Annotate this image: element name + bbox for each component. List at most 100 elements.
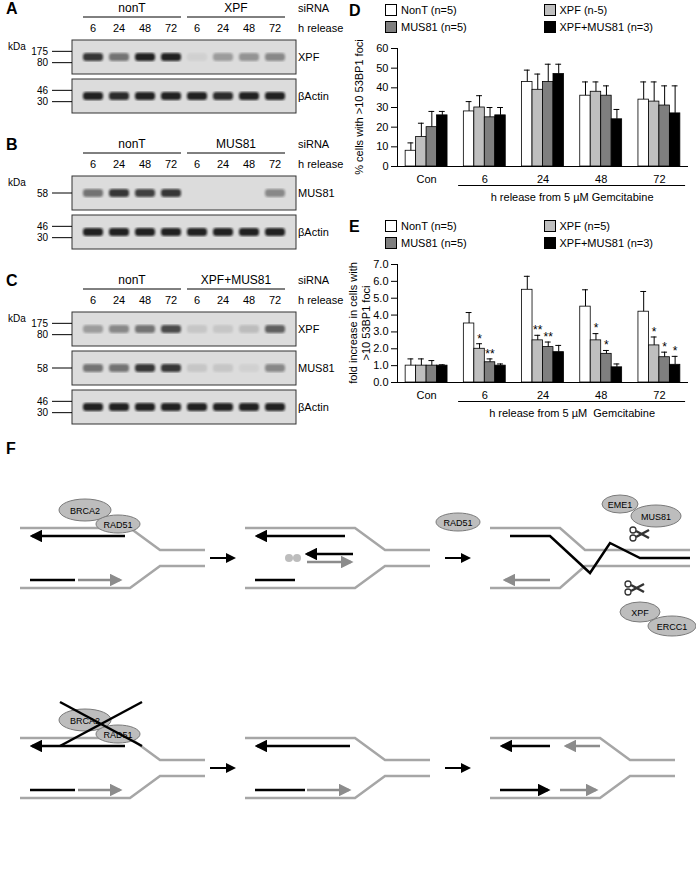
svg-text:**: ** xyxy=(533,323,543,337)
svg-text:h release from 5 µM Gemcitabi: h release from 5 µM Gemcitabine xyxy=(489,407,655,419)
svg-text:48: 48 xyxy=(243,158,255,170)
svg-text:6: 6 xyxy=(90,158,96,170)
svg-text:24: 24 xyxy=(537,173,549,185)
svg-text:h release: h release xyxy=(298,294,343,306)
svg-text:MUS81: MUS81 xyxy=(298,362,335,374)
svg-text:6: 6 xyxy=(90,22,96,34)
svg-text:24: 24 xyxy=(217,294,229,306)
svg-text:XPF+MUS81: XPF+MUS81 xyxy=(201,273,272,287)
svg-text:F: F xyxy=(6,440,16,457)
svg-text:24: 24 xyxy=(113,158,125,170)
svg-text:βActin: βActin xyxy=(298,90,329,102)
svg-text:**: ** xyxy=(485,347,495,361)
svg-text:kDa: kDa xyxy=(8,313,26,324)
svg-text:60: 60 xyxy=(376,42,388,54)
svg-text:72: 72 xyxy=(269,158,281,170)
svg-text:A: A xyxy=(6,0,18,17)
svg-text:24: 24 xyxy=(217,22,229,34)
svg-text:XPF: XPF xyxy=(298,51,320,63)
svg-text:kDa: kDa xyxy=(8,177,26,188)
svg-text:72: 72 xyxy=(269,22,281,34)
svg-text:3.0: 3.0 xyxy=(373,325,388,337)
svg-text:*: * xyxy=(604,338,609,352)
svg-text:*: * xyxy=(673,344,678,358)
svg-text:30: 30 xyxy=(37,96,49,107)
svg-text:EME1: EME1 xyxy=(608,500,633,510)
svg-text:175: 175 xyxy=(31,318,48,329)
svg-text:6: 6 xyxy=(194,158,200,170)
svg-text:**: ** xyxy=(544,330,554,344)
svg-text:siRNA: siRNA xyxy=(298,138,330,150)
svg-text:0.0: 0.0 xyxy=(373,376,388,388)
svg-text:*: * xyxy=(662,340,667,354)
svg-text:24: 24 xyxy=(537,389,549,401)
svg-text:58: 58 xyxy=(37,188,49,199)
svg-text:6: 6 xyxy=(194,294,200,306)
svg-text:175: 175 xyxy=(31,46,48,57)
svg-text:6.0: 6.0 xyxy=(373,275,388,287)
svg-text:Con: Con xyxy=(417,389,437,401)
svg-text:RAD51: RAD51 xyxy=(443,518,472,528)
svg-text:50: 50 xyxy=(376,62,388,74)
svg-text:58: 58 xyxy=(37,363,49,374)
svg-text:*: * xyxy=(477,332,482,346)
svg-text:48: 48 xyxy=(139,158,151,170)
svg-text:40: 40 xyxy=(376,81,388,93)
svg-text:Con: Con xyxy=(417,173,437,185)
svg-text:*: * xyxy=(594,321,599,335)
svg-text:72: 72 xyxy=(165,158,177,170)
svg-text:20: 20 xyxy=(376,121,388,133)
svg-text:siRNA: siRNA xyxy=(298,274,330,286)
svg-text:46: 46 xyxy=(37,85,49,96)
svg-text:48: 48 xyxy=(243,22,255,34)
svg-text:72: 72 xyxy=(165,22,177,34)
svg-text:80: 80 xyxy=(37,57,49,68)
svg-text:6: 6 xyxy=(482,173,488,185)
svg-text:βActin: βActin xyxy=(298,401,329,413)
svg-text:10: 10 xyxy=(376,140,388,152)
svg-text:siRNA: siRNA xyxy=(298,2,330,14)
svg-text:XPF: XPF xyxy=(224,1,247,15)
svg-text:fold increase in cells with>10: fold increase in cells with>10 53BP1 foc… xyxy=(347,262,372,384)
svg-text:30: 30 xyxy=(376,101,388,113)
svg-text:RAD51: RAD51 xyxy=(103,520,132,530)
svg-text:72: 72 xyxy=(653,173,665,185)
svg-text:80: 80 xyxy=(37,329,49,340)
svg-text:nonT: nonT xyxy=(118,1,146,15)
svg-text:46: 46 xyxy=(37,396,49,407)
svg-text:BRCA2: BRCA2 xyxy=(70,506,100,516)
svg-text:48: 48 xyxy=(595,173,607,185)
svg-text:72: 72 xyxy=(165,294,177,306)
svg-text:B: B xyxy=(6,136,18,153)
svg-text:30: 30 xyxy=(37,232,49,243)
svg-text:5.0: 5.0 xyxy=(373,292,388,304)
svg-text:6: 6 xyxy=(194,22,200,34)
svg-text:48: 48 xyxy=(139,294,151,306)
svg-text:24: 24 xyxy=(113,294,125,306)
svg-text:7.0: 7.0 xyxy=(373,258,388,270)
svg-text:kDa: kDa xyxy=(8,41,26,52)
svg-text:72: 72 xyxy=(269,294,281,306)
svg-text:nonT: nonT xyxy=(118,273,146,287)
svg-text:72: 72 xyxy=(653,389,665,401)
svg-text:nonT: nonT xyxy=(118,137,146,151)
svg-text:% cells with >10 53BP1 foci: % cells with >10 53BP1 foci xyxy=(353,39,365,174)
svg-text:46: 46 xyxy=(37,221,49,232)
svg-text:48: 48 xyxy=(243,294,255,306)
svg-text:MUS81: MUS81 xyxy=(216,137,256,151)
svg-text:48: 48 xyxy=(139,22,151,34)
svg-text:48: 48 xyxy=(595,389,607,401)
svg-text:1.0: 1.0 xyxy=(373,359,388,371)
svg-text:*: * xyxy=(652,325,657,339)
svg-text:h release: h release xyxy=(298,22,343,34)
svg-text:ERCC1: ERCC1 xyxy=(657,622,688,632)
svg-text:6: 6 xyxy=(90,294,96,306)
svg-text:6: 6 xyxy=(482,389,488,401)
svg-text:24: 24 xyxy=(113,22,125,34)
svg-text:30: 30 xyxy=(37,407,49,418)
svg-text:XPF: XPF xyxy=(298,323,320,335)
svg-text:XPF: XPF xyxy=(631,608,649,618)
svg-text:βActin: βActin xyxy=(298,226,329,238)
svg-text:MUS81: MUS81 xyxy=(298,187,335,199)
svg-text:h release from 5 µM Gemcitabin: h release from 5 µM Gemcitabine xyxy=(491,191,654,203)
